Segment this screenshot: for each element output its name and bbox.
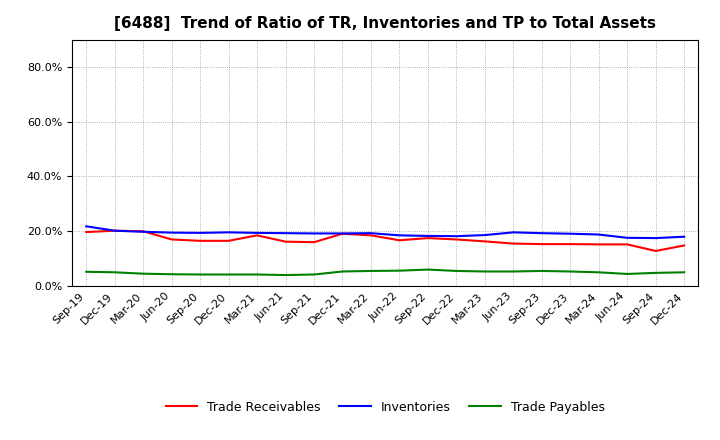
Inventories: [652, 235, 660, 241]
Inventories: [566, 231, 575, 236]
Trade Receivables: [366, 233, 375, 238]
Inventories: [282, 231, 290, 236]
Trade Payables: [509, 269, 518, 274]
Trade Receivables: [452, 237, 461, 242]
Trade Receivables: [566, 242, 575, 247]
Inventories: [253, 230, 261, 235]
Trade Payables: [452, 268, 461, 274]
Inventories: [537, 231, 546, 236]
Trade Payables: [623, 271, 631, 277]
Inventories: [509, 230, 518, 235]
Inventories: [680, 234, 688, 239]
Legend: Trade Receivables, Inventories, Trade Payables: Trade Receivables, Inventories, Trade Pa…: [161, 396, 610, 419]
Trade Payables: [366, 268, 375, 274]
Inventories: [366, 231, 375, 236]
Trade Receivables: [196, 238, 204, 243]
Trade Payables: [253, 272, 261, 277]
Inventories: [167, 230, 176, 235]
Trade Payables: [395, 268, 404, 273]
Trade Receivables: [253, 233, 261, 238]
Trade Payables: [282, 272, 290, 278]
Trade Payables: [680, 270, 688, 275]
Trade Payables: [139, 271, 148, 276]
Inventories: [395, 233, 404, 238]
Trade Receivables: [509, 241, 518, 246]
Trade Payables: [423, 267, 432, 272]
Trade Receivables: [338, 231, 347, 236]
Inventories: [623, 235, 631, 240]
Trade Payables: [82, 269, 91, 275]
Inventories: [338, 231, 347, 236]
Inventories: [452, 234, 461, 239]
Trade Payables: [225, 272, 233, 277]
Trade Receivables: [82, 229, 91, 235]
Inventories: [196, 230, 204, 235]
Inventories: [110, 228, 119, 233]
Inventories: [480, 232, 489, 238]
Inventories: [310, 231, 318, 236]
Trade Receivables: [310, 239, 318, 245]
Trade Receivables: [139, 229, 148, 234]
Trade Receivables: [652, 248, 660, 253]
Trade Receivables: [225, 238, 233, 243]
Title: [6488]  Trend of Ratio of TR, Inventories and TP to Total Assets: [6488] Trend of Ratio of TR, Inventories…: [114, 16, 656, 32]
Inventories: [225, 230, 233, 235]
Line: Inventories: Inventories: [86, 226, 684, 238]
Trade Receivables: [395, 238, 404, 243]
Trade Payables: [110, 270, 119, 275]
Trade Receivables: [282, 239, 290, 244]
Inventories: [139, 229, 148, 235]
Trade Payables: [196, 272, 204, 277]
Trade Payables: [652, 270, 660, 275]
Trade Receivables: [623, 242, 631, 247]
Trade Receivables: [595, 242, 603, 247]
Trade Receivables: [480, 239, 489, 244]
Trade Receivables: [680, 243, 688, 248]
Trade Payables: [338, 269, 347, 274]
Inventories: [423, 233, 432, 238]
Trade Payables: [167, 271, 176, 277]
Line: Trade Payables: Trade Payables: [86, 270, 684, 275]
Inventories: [595, 232, 603, 237]
Trade Payables: [480, 269, 489, 274]
Trade Receivables: [423, 235, 432, 241]
Trade Receivables: [167, 237, 176, 242]
Trade Payables: [566, 269, 575, 274]
Trade Receivables: [110, 228, 119, 233]
Inventories: [82, 224, 91, 229]
Line: Trade Receivables: Trade Receivables: [86, 231, 684, 251]
Trade Payables: [310, 272, 318, 277]
Trade Payables: [595, 270, 603, 275]
Trade Payables: [537, 268, 546, 274]
Trade Receivables: [537, 242, 546, 247]
